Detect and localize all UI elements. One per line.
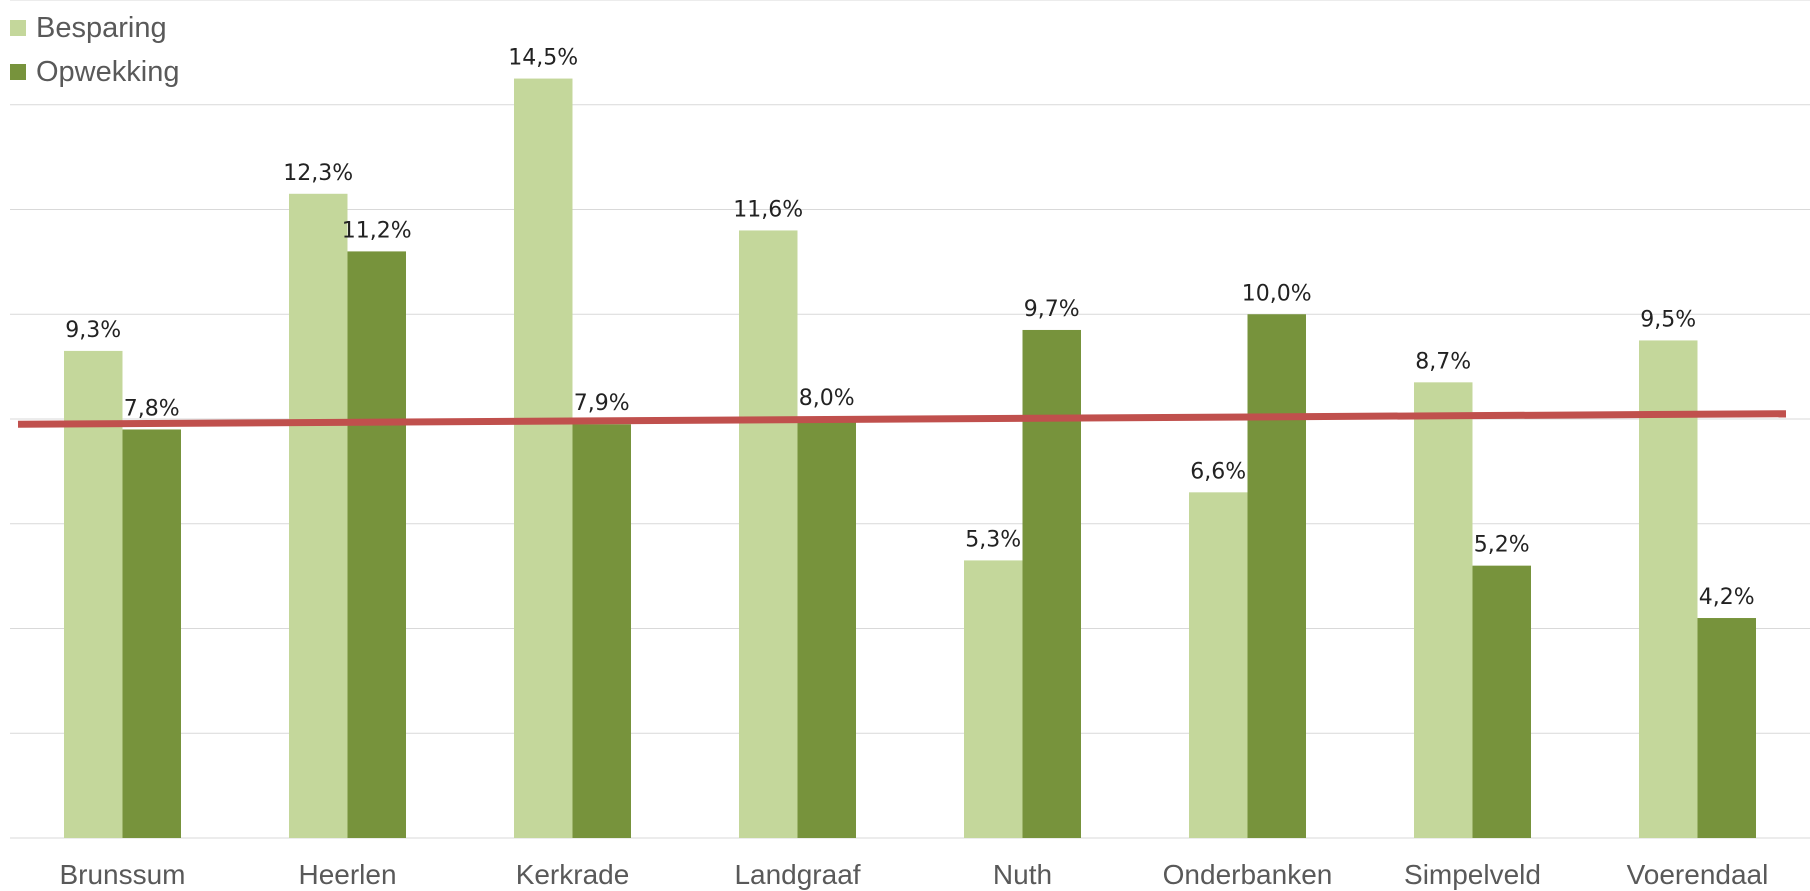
data-label-opwekking-brunssum: 7,8% [124,396,180,421]
bar-besparing-heerlen [289,193,348,839]
legend-swatch-besparing [10,20,26,36]
data-label-opwekking-kerkrade: 7,9% [574,391,630,416]
bar-opwekking-voerendaal [1697,618,1756,838]
bar-opwekking-kerkrade [572,424,631,838]
reference-line [17,410,1787,428]
data-labels: 9,3% 7,8% 12,3% 11,2% 14,5% 7,9% 11,6% 8,0% 5,3%… [65,46,1754,610]
data-label-opwekking-nuth: 9,7% [1024,297,1080,322]
legend: Besparing Opwekking [10,6,179,94]
data-label-besparing-landgraaf: 11,6% [733,197,803,222]
reference-line-group [17,410,1787,428]
data-label-opwekking-landgraaf: 8,0% [799,386,855,411]
data-label-besparing-kerkrade: 14,5% [508,46,578,71]
data-label-besparing-simpelveld: 8,7% [1415,349,1471,374]
x-axis: Brunssum Heerlen Kerkrade Landgraaf Nuth Onde… [59,859,1768,890]
category-label-simpelveld: Simpelveld [1404,859,1541,890]
data-label-opwekking-onderbanken: 10,0% [1242,281,1312,306]
legend-item-opwekking: Opwekking [10,50,179,94]
bar-besparing-kerkrade [514,78,573,838]
bar-besparing-voerendaal [1639,340,1698,838]
category-label-nuth: Nuth [993,859,1052,890]
bar-besparing-brunssum [64,350,123,838]
bar-opwekking-onderbanken [1247,314,1306,838]
bar-besparing-landgraaf [739,230,798,838]
legend-label-opwekking: Opwekking [36,55,180,88]
data-label-besparing-brunssum: 9,3% [65,318,121,343]
bar-opwekking-heerlen [347,251,406,838]
data-label-besparing-nuth: 5,3% [965,527,1021,552]
legend-label-besparing: Besparing [36,11,167,44]
data-label-opwekking-voerendaal: 4,2% [1699,585,1755,610]
legend-swatch-opwekking [10,64,26,80]
category-label-onderbanken: Onderbanken [1163,859,1333,890]
data-label-besparing-heerlen: 12,3% [283,161,353,186]
data-label-besparing-voerendaal: 9,5% [1640,307,1696,332]
category-label-kerkrade: Kerkrade [516,859,630,890]
bars [64,78,1756,839]
legend-item-besparing: Besparing [10,6,179,50]
data-label-opwekking-simpelveld: 5,2% [1474,533,1530,558]
bar-opwekking-simpelveld [1472,565,1531,838]
bar-opwekking-nuth [1022,329,1081,838]
category-label-heerlen: Heerlen [298,859,396,890]
bar-besparing-simpelveld [1414,382,1473,838]
bar-besparing-nuth [964,560,1023,838]
data-label-besparing-onderbanken: 6,6% [1190,459,1246,484]
category-label-landgraaf: Landgraaf [734,859,860,890]
bar-besparing-onderbanken [1189,492,1248,838]
data-label-opwekking-heerlen: 11,2% [342,218,412,243]
category-label-voerendaal: Voerendaal [1627,859,1769,890]
category-label-brunssum: Brunssum [59,859,185,890]
bar-opwekking-landgraaf [797,419,856,838]
bar-opwekking-brunssum [122,429,181,838]
